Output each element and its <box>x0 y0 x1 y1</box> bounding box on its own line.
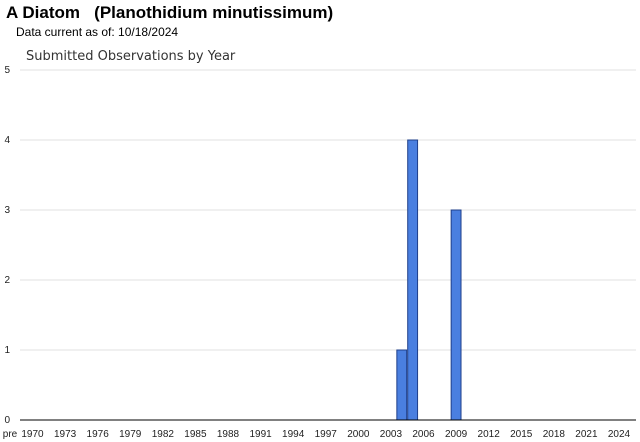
y-tick-label: 3 <box>4 205 10 216</box>
x-tick-label: 2024 <box>608 429 631 440</box>
bar-2004 <box>396 349 408 421</box>
y-tick-label: 5 <box>4 65 10 76</box>
x-tick-label: 1988 <box>217 429 240 440</box>
chart-title: Submitted Observations by Year <box>26 49 236 64</box>
y-tick-label: 4 <box>4 135 10 146</box>
x-tick-label: 1994 <box>282 429 305 440</box>
x-tick-label: 1985 <box>184 429 207 440</box>
bar-2005 <box>407 139 419 421</box>
data-current-date: Data current as of: 10/18/2024 <box>16 25 179 39</box>
x-tick-label: 1997 <box>315 429 338 440</box>
y-tick-label: 2 <box>4 275 10 286</box>
x-tick-label: 2018 <box>543 429 566 440</box>
x-tick-label: 2015 <box>510 429 533 440</box>
x-tick-label: 1982 <box>152 429 175 440</box>
x-tick-label: 1991 <box>249 429 272 440</box>
y-tick-label: 1 <box>4 345 10 356</box>
x-tick-label: 2003 <box>380 429 403 440</box>
x-tick-label: 2006 <box>412 429 435 440</box>
x-tick-label: 2009 <box>445 429 468 440</box>
x-tick-label: 1979 <box>119 429 142 440</box>
x-tick-label: 1976 <box>87 429 110 440</box>
x-tick-label: 2000 <box>347 429 370 440</box>
x-tick-label: 1970 <box>21 429 44 440</box>
x-axis-ticks: pre 1970 1973 1976 1979 1982 1985 1988 1991 1994 1… <box>3 429 631 440</box>
x-tick-label: pre <box>3 429 18 440</box>
x-tick-label: 2021 <box>575 429 598 440</box>
y-axis-ticks: 0 1 2 3 4 5 <box>4 65 10 426</box>
y-tick-label: 0 <box>4 415 10 426</box>
x-tick-label: 2012 <box>478 429 501 440</box>
grid-lines <box>20 69 636 351</box>
x-tick-label: 1973 <box>54 429 77 440</box>
page-title: A Diatom (Planothidium minutissimum) <box>6 3 334 22</box>
bar-2009 <box>450 209 462 421</box>
